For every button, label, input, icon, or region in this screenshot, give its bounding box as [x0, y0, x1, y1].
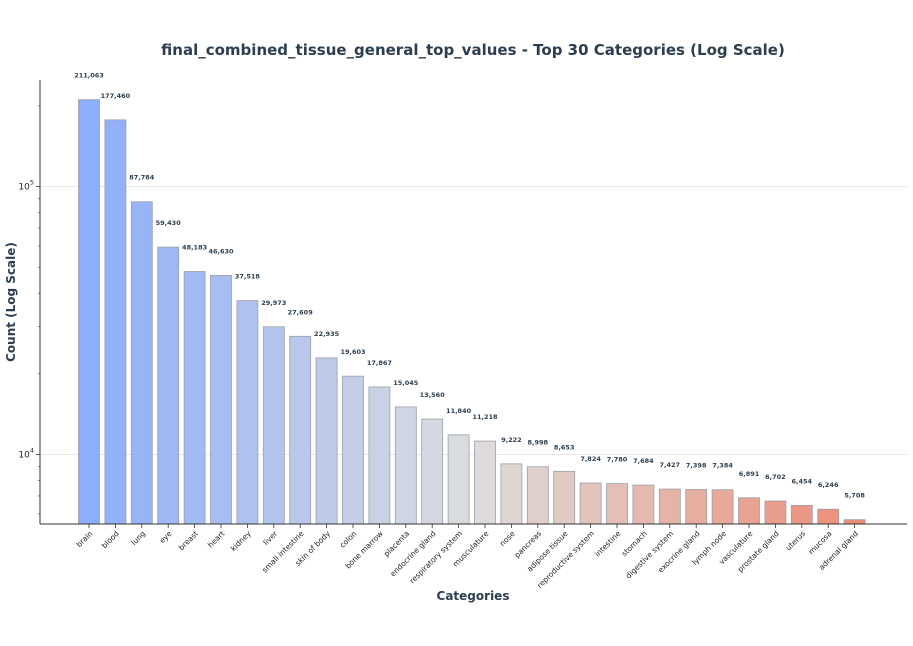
x-tick-labels: brain blood lung eye breast heart kidney livers…	[74, 528, 860, 589]
bar	[368, 386, 391, 525]
x-axis-label: Categories	[437, 589, 510, 603]
bars	[78, 99, 866, 525]
value-label: 22,935	[314, 330, 340, 338]
bar	[711, 489, 734, 525]
value-label: 11,840	[446, 407, 472, 415]
value-label: 6,702	[765, 473, 786, 481]
axes	[36, 80, 907, 528]
bar	[289, 335, 312, 525]
value-label: 7,684	[633, 457, 654, 465]
value-label: 46,630	[208, 247, 234, 255]
bar	[342, 375, 364, 525]
value-label: 177,460	[101, 92, 131, 100]
bar	[130, 201, 153, 525]
value-labels: 211,063 177,460 87,784 59,430 48,183 46,630 37…	[74, 72, 865, 500]
bar	[738, 497, 760, 525]
value-label: 5,708	[844, 492, 865, 500]
x-tick-label: brain	[74, 529, 94, 549]
bar	[447, 434, 470, 525]
bar	[632, 484, 655, 525]
x-tick-label: liver	[261, 528, 280, 547]
x-tick-label: lung	[129, 529, 147, 547]
x-tick-label: eye	[158, 529, 174, 545]
bar	[606, 483, 628, 525]
value-label: 17,867	[367, 359, 392, 367]
x-tick-label: colon	[338, 529, 359, 550]
x-tick-label: heart	[206, 529, 227, 550]
value-label: 37,518	[235, 273, 261, 281]
y-tick-label: 105	[18, 179, 34, 193]
chart-title: final_combined_tissue_general_top_values…	[161, 41, 785, 59]
value-label: 6,891	[739, 470, 760, 478]
value-label: 48,183	[182, 244, 207, 252]
bar	[579, 482, 602, 525]
value-label: 7,398	[686, 462, 707, 470]
value-label: 211,063	[74, 72, 104, 80]
bar	[790, 504, 813, 525]
value-label: 7,780	[607, 456, 628, 464]
bar	[394, 406, 417, 525]
bar	[210, 274, 232, 525]
value-label: 27,609	[288, 308, 314, 316]
bar	[843, 519, 866, 525]
value-label: 15,045	[393, 379, 419, 387]
value-label: 19,603	[340, 348, 365, 356]
x-tick-label: uterus	[784, 529, 807, 552]
x-tick-label: kidney	[229, 529, 253, 553]
bar	[685, 489, 708, 525]
y-tick-label: 104	[18, 446, 34, 460]
value-label: 8,653	[554, 443, 575, 451]
bar	[817, 508, 840, 525]
x-tick-label: breast	[177, 529, 200, 552]
bar	[78, 99, 100, 525]
bar	[315, 357, 338, 525]
bar	[262, 326, 285, 525]
bar	[236, 300, 259, 525]
x-tick-label: intestine	[593, 529, 623, 559]
bar	[183, 271, 206, 525]
value-label: 11,218	[472, 413, 498, 421]
x-tick-label: blood	[100, 529, 121, 550]
y-tick-labels: 104 105	[18, 179, 34, 461]
value-label: 13,560	[420, 391, 446, 399]
bar	[764, 500, 787, 525]
value-label: 7,384	[712, 462, 733, 470]
value-label: 9,222	[501, 436, 522, 444]
value-label: 6,454	[792, 477, 813, 485]
bar	[157, 246, 180, 525]
bar	[553, 470, 576, 525]
x-tick-label: nose	[498, 529, 517, 548]
bar	[658, 488, 681, 525]
value-label: 7,824	[580, 455, 601, 463]
bar	[421, 418, 444, 525]
value-label: 7,427	[660, 461, 681, 469]
value-label: 29,973	[261, 299, 286, 307]
y-axis-label: Count (Log Scale)	[4, 242, 18, 362]
value-label: 59,430	[156, 219, 182, 227]
value-label: 87,784	[129, 174, 155, 182]
bar	[104, 119, 127, 525]
x-tick-label: digestive system	[624, 529, 675, 580]
value-label: 6,246	[818, 481, 839, 489]
bar	[474, 440, 496, 525]
bar	[500, 463, 523, 525]
value-label: 8,998	[528, 439, 549, 447]
x-tick-label: endocrine gland	[388, 529, 437, 578]
bar	[526, 466, 549, 525]
